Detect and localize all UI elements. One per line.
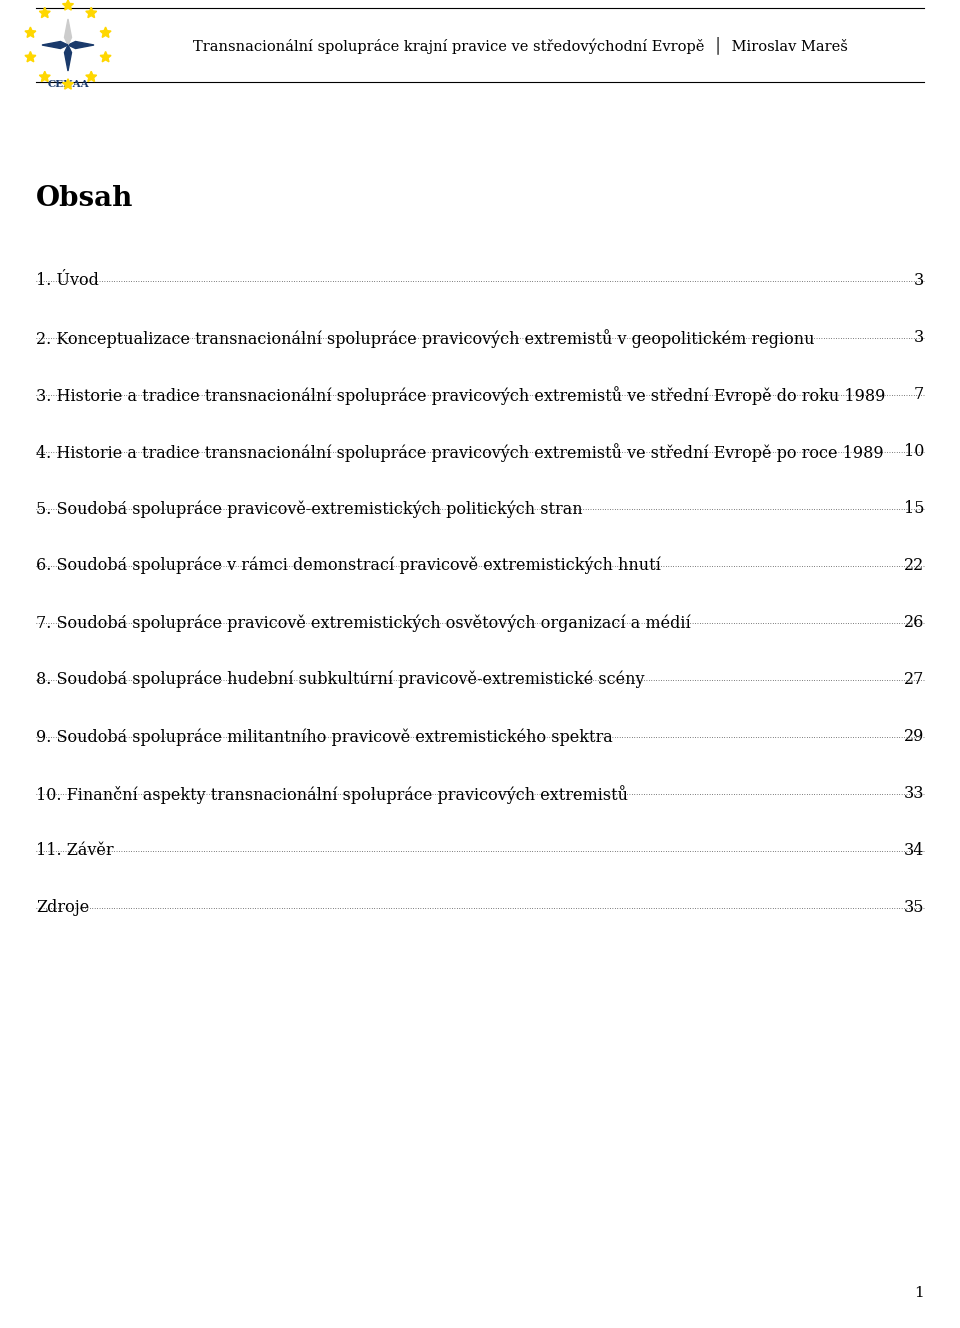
Text: 5. Soudobá spolupráce pravicově-extremistických politických stran: 5. Soudobá spolupráce pravicově-extremi… — [36, 501, 583, 518]
Text: 7: 7 — [914, 386, 924, 402]
Polygon shape — [39, 8, 50, 17]
Text: 22: 22 — [903, 556, 924, 574]
Polygon shape — [39, 72, 50, 81]
Text: Obsah: Obsah — [36, 185, 133, 212]
Text: 3. Historie a tradice transnacionální spolupráce pravicových extremistů ve střed: 3. Historie a tradice transnacionální sp… — [36, 386, 885, 405]
Polygon shape — [42, 41, 68, 49]
Polygon shape — [85, 8, 97, 17]
Text: Transnacionální spolupráce krajní pravice ve středovýchodní Evropě  │  Miroslav : Transnacionální spolupráce krajní pravic… — [193, 36, 848, 54]
Text: 4. Historie a tradice transnacionální spolupráce pravicových extremistů ve střed: 4. Historie a tradice transnacionální sp… — [36, 444, 883, 462]
Polygon shape — [62, 0, 74, 11]
Text: 9. Soudobá spolupráce militantního pravicově extremistického spektra: 9. Soudobá spolupráce militantního prav… — [36, 728, 612, 745]
Polygon shape — [62, 78, 74, 89]
Text: 10. Finanční aspekty transnacionální spolupráce pravicových extremistů: 10. Finanční aspekty transnacionální spo… — [36, 785, 628, 803]
Text: 6. Soudobá spolupráce v rámci demonstrací pravicově extremistických hnutí: 6. Soudobá spolupráce v rámci demonstra… — [36, 556, 660, 575]
Text: 27: 27 — [903, 671, 924, 688]
Text: 33: 33 — [903, 785, 924, 802]
Text: CENAA: CENAA — [47, 80, 89, 89]
Polygon shape — [100, 27, 111, 37]
Polygon shape — [100, 52, 111, 62]
Polygon shape — [25, 52, 36, 62]
Polygon shape — [64, 19, 71, 45]
Text: 8. Soudobá spolupráce hudební subkultúrní pravicově-extremistické scény: 8. Soudobá spolupráce hudební subkultú… — [36, 671, 644, 688]
Polygon shape — [64, 45, 71, 70]
Text: 3: 3 — [914, 329, 924, 347]
Text: 26: 26 — [903, 614, 924, 631]
Text: 15: 15 — [903, 501, 924, 517]
Text: 10: 10 — [903, 444, 924, 459]
Text: 34: 34 — [903, 842, 924, 859]
Polygon shape — [25, 27, 36, 37]
Text: 3: 3 — [914, 272, 924, 290]
Text: 35: 35 — [903, 899, 924, 916]
Text: Zdroje: Zdroje — [36, 899, 89, 916]
Polygon shape — [85, 72, 97, 81]
Polygon shape — [68, 41, 94, 49]
Text: 29: 29 — [903, 728, 924, 745]
Text: 11. Závěr: 11. Závěr — [36, 842, 113, 859]
Text: 1: 1 — [914, 1286, 924, 1300]
Text: 2. Konceptualizace transnacionální spolupráce pravicových extremistů v geopoliti: 2. Konceptualizace transnacionální spolu… — [36, 329, 814, 348]
Text: 7. Soudobá spolupráce pravicově extremistických osvětových organizací a médií: 7. Soudobá spolupráce pravicově extremi… — [36, 614, 691, 632]
Text: 1. Úvod: 1. Úvod — [36, 272, 99, 290]
